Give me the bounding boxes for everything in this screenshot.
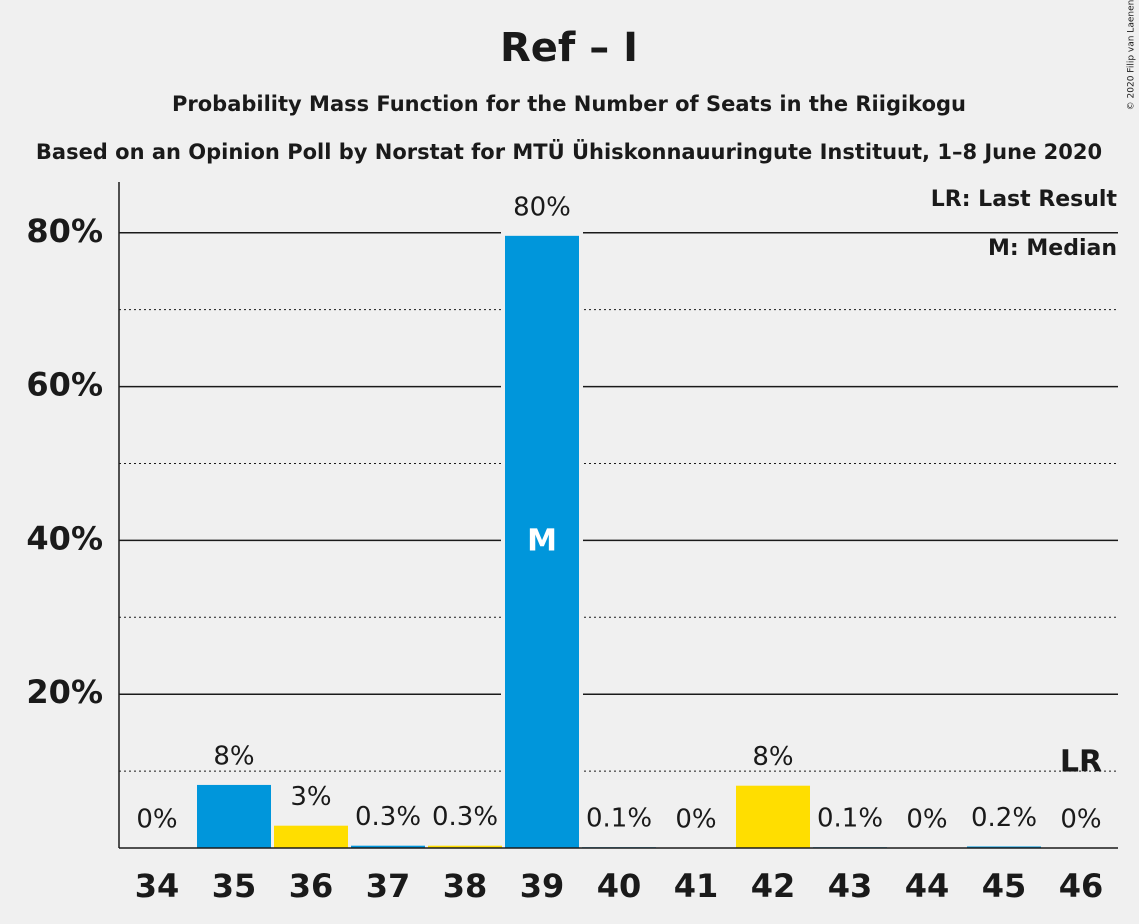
bar [505,235,579,848]
y-tick-label: 80% [26,212,103,250]
value-label: 8% [213,741,254,771]
x-tick-label: 34 [135,867,180,905]
x-tick-label: 35 [212,867,257,905]
value-label: 0.1% [817,804,883,834]
bar [736,785,810,848]
y-tick-label: 60% [26,366,103,404]
value-label: 0.2% [971,803,1037,833]
copyright: © 2020 Filip van Laenen [1127,0,1137,110]
value-label: 80% [513,192,571,222]
x-tick-label: 38 [443,867,488,905]
median-marker: M [527,523,557,558]
value-label: 8% [752,742,793,772]
value-label: 0.3% [355,802,421,832]
x-tick-label: 41 [674,867,719,905]
x-tick-label: 43 [828,867,873,905]
value-label: 3% [290,782,331,812]
last-result-marker: LR [1060,745,1102,780]
x-tick-label: 46 [1059,867,1104,905]
bar [351,845,425,848]
value-label: 0% [136,805,177,835]
chart-title: Ref – I [500,25,638,71]
value-label: 0.1% [586,804,652,834]
bar [197,784,271,848]
x-tick-label: 37 [366,867,411,905]
x-tick-label: 40 [597,867,642,905]
legend-entry: M: Median [988,236,1117,261]
value-label: 0.3% [432,802,498,832]
x-tick-label: 39 [520,867,565,905]
legend-entry: LR: Last Result [931,187,1118,212]
chart-subtitle: Probability Mass Function for the Number… [172,92,966,116]
bar [428,845,502,848]
x-tick-label: 45 [982,867,1027,905]
value-label: 0% [675,805,716,835]
bar [274,825,348,848]
x-tick-label: 42 [751,867,796,905]
value-label: 0% [1060,805,1101,835]
value-label: 0% [906,805,947,835]
x-tick-label: 44 [905,867,950,905]
x-tick-label: 36 [289,867,334,905]
bar [967,846,1041,848]
y-tick-label: 20% [26,673,103,711]
y-tick-label: 40% [26,519,103,557]
chart-subtitle: Based on an Opinion Poll by Norstat for … [36,139,1102,164]
